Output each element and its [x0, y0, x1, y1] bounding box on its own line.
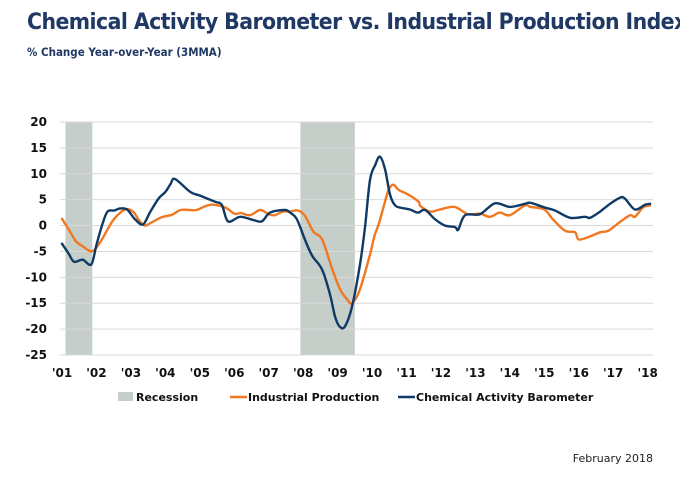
series-line-chemical-activity-barometer	[60, 155, 652, 330]
x-tick-label: '01	[52, 366, 72, 380]
x-tick-label: '10	[362, 366, 382, 380]
y-tick-label: -20	[25, 322, 47, 336]
y-tick-label: -10	[25, 270, 47, 284]
recession-bands	[65, 122, 355, 355]
series-line-industrial-production	[60, 183, 652, 305]
chart-subtitle: % Change Year-over-Year (3MMA)	[27, 45, 222, 59]
y-tick-label: 15	[30, 141, 47, 155]
x-tick-label: '18	[637, 366, 657, 380]
x-tick-label: '07	[259, 366, 279, 380]
x-tick-label: '13	[465, 366, 485, 380]
y-tick-label: -25	[25, 348, 47, 362]
y-tick-label: 20	[30, 115, 47, 129]
y-tick-label: -15	[25, 296, 47, 310]
recession-band	[300, 122, 355, 355]
legend-swatch-recession	[118, 392, 133, 401]
y-tick-label: 0	[39, 219, 47, 233]
x-tick-label: '09	[327, 366, 347, 380]
y-tick-label: -5	[34, 244, 47, 258]
x-tick-label: '14	[500, 366, 520, 380]
x-tick-label: '08	[293, 366, 313, 380]
recession-band	[65, 122, 93, 355]
x-tick-label: '05	[190, 366, 210, 380]
x-tick-label: '16	[569, 366, 589, 380]
x-tick-label: '17	[603, 366, 623, 380]
series-lines	[60, 155, 652, 330]
x-tick-label: '02	[86, 366, 106, 380]
x-tick-label: '12	[431, 366, 451, 380]
legend: Recession Industrial Production Chemical…	[118, 391, 594, 404]
legend-label-recession: Recession	[136, 391, 198, 404]
legend-label-industrial-production: Industrial Production	[248, 391, 379, 404]
y-tick-label: 5	[39, 193, 47, 207]
x-axis-ticks: '01 '02 '03 '04 '05 '06 '07 '08 '09 '10 '11 '12 '13 '…	[52, 366, 658, 380]
x-tick-label: '04	[155, 366, 175, 380]
gridlines	[60, 121, 653, 356]
x-tick-label: '03	[121, 366, 141, 380]
y-axis-ticks: 20 15 10 5 0 -5 -10 -15 -20 -25	[25, 115, 47, 362]
x-tick-label: '06	[224, 366, 244, 380]
x-tick-label: '15	[534, 366, 554, 380]
x-tick-label: '11	[396, 366, 416, 380]
legend-label-chemical-activity-barometer: Chemical Activity Barometer	[416, 391, 594, 404]
report-date: February 2018	[572, 452, 653, 465]
chart-title: Chemical Activity Barometer vs. Industri…	[27, 10, 680, 35]
y-tick-label: 10	[30, 167, 47, 181]
